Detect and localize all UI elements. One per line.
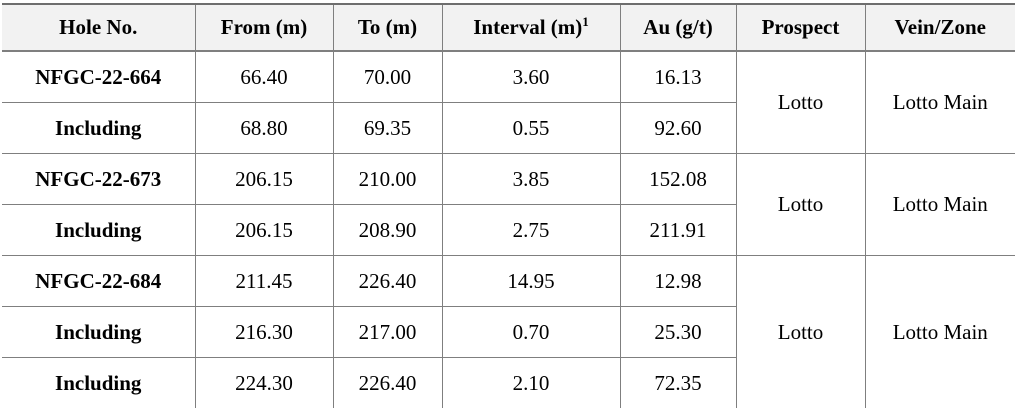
column-header-label: Interval (m) (473, 15, 583, 39)
table-body: NFGC-22-664 66.40 70.00 3.60 16.13 Lotto Lotto… (2, 50, 1015, 408)
hole-number-cell: Including (2, 204, 196, 256)
hole-number-cell: Including (2, 357, 196, 408)
au-grade-cell: 25.30 (619, 306, 737, 358)
hole-number-cell: NFGC-22-673 (2, 153, 196, 205)
au-grade-cell: 12.98 (619, 255, 737, 307)
interval-cell: 2.10 (441, 357, 621, 408)
table-row: NFGC-22-673 206.15 210.00 3.85 152.08 Lotto Lo… (2, 153, 1015, 256)
table-row: Including 224.30 226.40 2.10 72.35 (2, 357, 1015, 408)
table-row: NFGC-22-664 66.40 70.00 3.60 16.13 Lotto Lotto… (2, 50, 1015, 154)
from-cell: 66.40 (194, 50, 334, 103)
hole-number-cell: Including (2, 102, 196, 154)
prospect-cell: Lotto (735, 255, 866, 408)
footnote-superscript: 1 (582, 14, 589, 29)
au-grade-cell: 152.08 (619, 153, 737, 205)
vein-zone-cell: Lotto Main (864, 153, 1015, 256)
to-cell: 208.90 (332, 204, 443, 256)
drill-results-table: Hole No. From (m) To (m) Interval (m)1 A… (2, 3, 1015, 408)
vein-zone-cell: Lotto Main (864, 255, 1015, 408)
interval-cell: 14.95 (441, 255, 621, 307)
to-cell: 70.00 (332, 50, 443, 103)
au-grade-cell: 72.35 (619, 357, 737, 408)
to-cell: 226.40 (332, 255, 443, 307)
interval-cell: 0.70 (441, 306, 621, 358)
to-cell: 210.00 (332, 153, 443, 205)
prospect-cell: Lotto (735, 50, 866, 154)
table-row: Including 68.80 69.35 0.55 92.60 (2, 102, 1015, 154)
header-row: Hole No. From (m) To (m) Interval (m)1 A… (2, 3, 1015, 52)
from-cell: 224.30 (194, 357, 334, 408)
au-grade-cell: 92.60 (619, 102, 737, 154)
column-header-label: Hole No. (59, 15, 138, 39)
hole-number-cell: NFGC-22-684 (2, 255, 196, 307)
table-row: Including 206.15 208.90 2.75 211.91 (2, 204, 1015, 256)
from-cell: 206.15 (194, 204, 334, 256)
column-header-prospect: Prospect (735, 3, 866, 52)
hole-number-cell: Including (2, 306, 196, 358)
column-header-label: From (m) (220, 15, 308, 39)
interval-cell: 2.75 (441, 204, 621, 256)
from-cell: 206.15 (194, 153, 334, 205)
column-header-au: Au (g/t) (619, 3, 737, 52)
column-header-label: Vein/Zone (894, 15, 986, 39)
interval-cell: 3.60 (441, 50, 621, 103)
table-row: NFGC-22-684 211.45 226.40 14.95 12.98 Lotto Lo… (2, 255, 1015, 408)
column-header-label: Prospect (761, 15, 840, 39)
vein-zone-cell: Lotto Main (864, 50, 1015, 154)
column-header-hole-no: Hole No. (2, 3, 196, 52)
au-grade-cell: 211.91 (619, 204, 737, 256)
column-header-vein-zone: Vein/Zone (864, 3, 1015, 52)
from-cell: 68.80 (194, 102, 334, 154)
interval-cell: 3.85 (441, 153, 621, 205)
column-header-label: To (m) (357, 15, 418, 39)
table-row: Including 216.30 217.00 0.70 25.30 (2, 306, 1015, 358)
au-grade-cell: 16.13 (619, 50, 737, 103)
column-header-to: To (m) (332, 3, 443, 52)
to-cell: 226.40 (332, 357, 443, 408)
column-header-label: Au (g/t) (643, 15, 713, 39)
from-cell: 216.30 (194, 306, 334, 358)
hole-number-cell: NFGC-22-664 (2, 50, 196, 103)
to-cell: 217.00 (332, 306, 443, 358)
column-header-interval: Interval (m)1 (441, 3, 621, 52)
interval-cell: 0.55 (441, 102, 621, 154)
to-cell: 69.35 (332, 102, 443, 154)
prospect-cell: Lotto (735, 153, 866, 256)
from-cell: 211.45 (194, 255, 334, 307)
column-header-from: From (m) (194, 3, 334, 52)
